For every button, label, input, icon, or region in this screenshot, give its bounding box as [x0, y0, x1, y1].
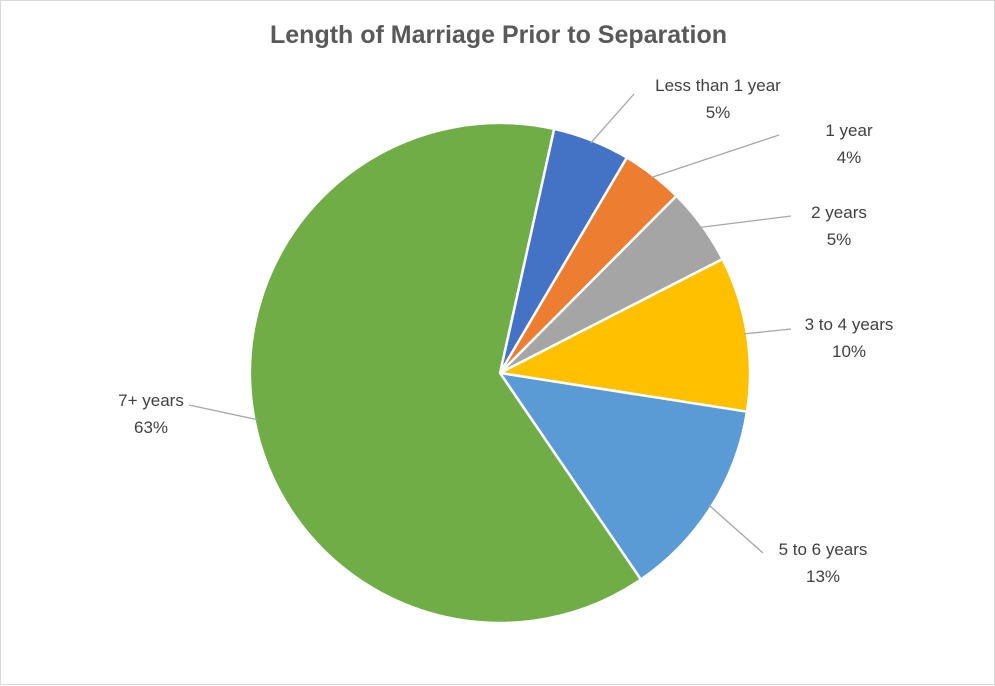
leader-line-7plus-years	[188, 404, 258, 421]
data-label-name-less-than-1-year: Less than 1 year	[655, 76, 781, 95]
leader-line-2-years	[699, 215, 792, 229]
leader-line-5-to-6-years	[708, 504, 764, 554]
data-label-value-2-years: 5%	[827, 230, 852, 249]
pie-slice-7plus-years	[248, 121, 643, 625]
data-label-name-2-years: 2 years	[811, 203, 867, 222]
data-label-name-7plus-years: 7+ years	[118, 391, 184, 410]
data-label-value-less-than-1-year: 5%	[706, 103, 731, 122]
chart-title: Length of Marriage Prior to Separation	[270, 21, 727, 49]
leader-line-1-year	[650, 134, 780, 179]
leader-line-3-to-4-years	[743, 328, 792, 335]
data-label-value-5-to-6-years: 13%	[806, 567, 840, 586]
data-label-name-3-to-4-years: 3 to 4 years	[805, 315, 894, 334]
data-labels: Less than 1 year 5% 1 year 4% 2 years 5% 3 to …	[118, 76, 893, 586]
data-label-value-7plus-years: 63%	[134, 418, 168, 437]
leader-line-less-than-1-year	[590, 93, 635, 144]
data-label-name-5-to-6-years: 5 to 6 years	[779, 540, 868, 559]
data-label-value-1-year: 4%	[837, 148, 862, 167]
data-label-value-3-to-4-years: 10%	[832, 342, 866, 361]
data-label-name-1-year: 1 year	[825, 121, 873, 140]
pie-slices	[248, 121, 752, 625]
